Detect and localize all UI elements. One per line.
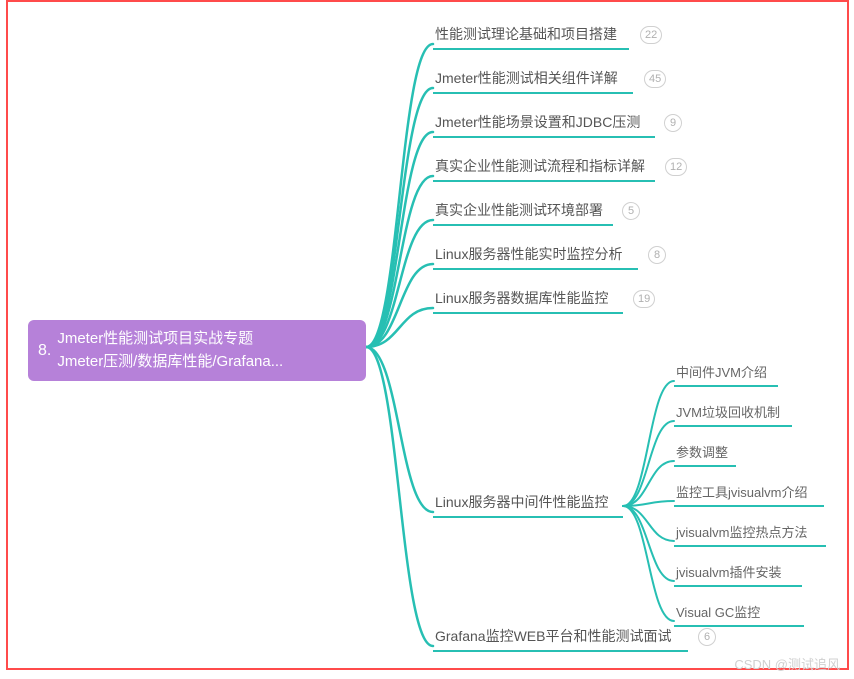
- root-node[interactable]: 8. Jmeter性能测试项目实战专题 Jmeter压测/数据库性能/Grafa…: [28, 320, 366, 381]
- grandchild-node[interactable]: 监控工具jvisualvm介绍: [674, 482, 824, 507]
- root-line2: Jmeter压测/数据库性能/Grafana...: [57, 351, 283, 374]
- child-node[interactable]: 真实企业性能测试环境部署: [433, 200, 613, 226]
- child-node[interactable]: 性能测试理论基础和项目搭建: [433, 24, 629, 50]
- grandchild-node[interactable]: JVM垃圾回收机制: [674, 402, 792, 427]
- grandchild-node[interactable]: 参数调整: [674, 442, 736, 467]
- child-node[interactable]: Jmeter性能测试相关组件详解: [433, 68, 633, 94]
- root-line1: Jmeter性能测试项目实战专题: [57, 328, 283, 351]
- count-badge: 6: [698, 628, 716, 646]
- watermark: CSDN @测试追风: [734, 654, 840, 673]
- child-node[interactable]: 真实企业性能测试流程和指标详解: [433, 156, 655, 182]
- child-node[interactable]: Linux服务器中间件性能监控: [433, 492, 623, 518]
- count-badge: 9: [664, 114, 682, 132]
- count-badge: 8: [648, 246, 666, 264]
- count-badge: 5: [622, 202, 640, 220]
- grandchild-node[interactable]: jvisualvm监控热点方法: [674, 522, 826, 547]
- grandchild-node[interactable]: jvisualvm插件安装: [674, 562, 802, 587]
- grandchild-node[interactable]: 中间件JVM介绍: [674, 362, 778, 387]
- diagram-frame: 8. Jmeter性能测试项目实战专题 Jmeter压测/数据库性能/Grafa…: [6, 0, 849, 670]
- child-node[interactable]: Linux服务器性能实时监控分析: [433, 244, 638, 270]
- child-node[interactable]: Linux服务器数据库性能监控: [433, 288, 623, 314]
- child-node[interactable]: Grafana监控WEB平台和性能测试面试: [433, 626, 688, 652]
- grandchild-node[interactable]: Visual GC监控: [674, 602, 804, 627]
- child-node[interactable]: Jmeter性能场景设置和JDBC压测: [433, 112, 655, 138]
- count-badge: 45: [644, 70, 666, 88]
- root-number: 8.: [38, 339, 51, 363]
- count-badge: 12: [665, 158, 687, 176]
- count-badge: 22: [640, 26, 662, 44]
- count-badge: 19: [633, 290, 655, 308]
